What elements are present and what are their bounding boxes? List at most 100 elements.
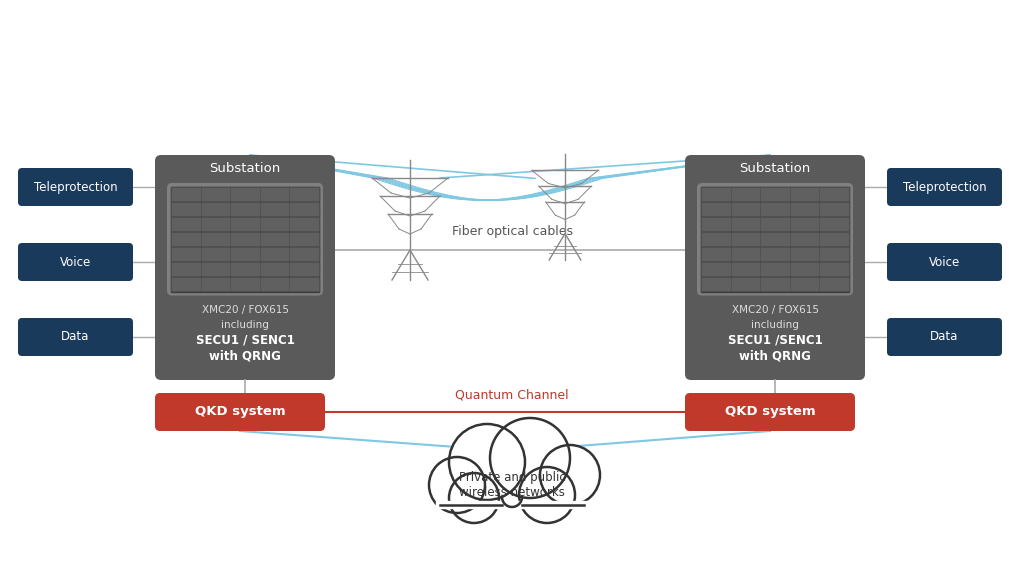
- Bar: [701, 187, 849, 201]
- Bar: [701, 217, 849, 231]
- Bar: [202, 203, 229, 215]
- Bar: [731, 218, 759, 230]
- FancyBboxPatch shape: [697, 183, 853, 296]
- Bar: [261, 218, 289, 230]
- Bar: [231, 277, 259, 289]
- Bar: [171, 187, 319, 201]
- Bar: [702, 233, 729, 245]
- Bar: [702, 248, 729, 260]
- Bar: [291, 248, 318, 260]
- Bar: [171, 217, 319, 231]
- Bar: [202, 248, 229, 260]
- Text: Teleprotection: Teleprotection: [34, 180, 118, 194]
- Bar: [291, 262, 318, 274]
- Text: Teleprotection: Teleprotection: [903, 180, 986, 194]
- Bar: [231, 218, 259, 230]
- Bar: [261, 262, 289, 274]
- Bar: [731, 203, 759, 215]
- Bar: [231, 203, 259, 215]
- Bar: [702, 203, 729, 215]
- FancyBboxPatch shape: [18, 243, 133, 281]
- Bar: [761, 233, 788, 245]
- Bar: [701, 247, 849, 261]
- Text: SECU1 / SENC1: SECU1 / SENC1: [196, 333, 295, 347]
- Bar: [731, 248, 759, 260]
- Bar: [171, 277, 319, 291]
- Bar: [701, 232, 849, 246]
- Text: XMC20 / FOX615: XMC20 / FOX615: [202, 305, 289, 316]
- Text: Substation: Substation: [209, 163, 281, 175]
- Bar: [172, 203, 200, 215]
- Bar: [171, 262, 319, 276]
- Bar: [171, 187, 319, 292]
- Bar: [202, 262, 229, 274]
- Bar: [791, 233, 818, 245]
- Bar: [791, 262, 818, 274]
- Bar: [731, 277, 759, 289]
- Bar: [172, 188, 200, 200]
- FancyBboxPatch shape: [685, 155, 865, 380]
- Bar: [171, 247, 319, 261]
- Bar: [702, 218, 729, 230]
- Bar: [702, 262, 729, 274]
- FancyBboxPatch shape: [18, 318, 133, 356]
- FancyBboxPatch shape: [887, 243, 1002, 281]
- Bar: [702, 277, 729, 289]
- Bar: [701, 202, 849, 216]
- Bar: [261, 203, 289, 215]
- Text: including: including: [751, 320, 799, 329]
- Bar: [701, 262, 849, 276]
- Bar: [701, 187, 849, 292]
- Bar: [820, 248, 848, 260]
- Bar: [791, 203, 818, 215]
- Bar: [172, 233, 200, 245]
- Bar: [261, 233, 289, 245]
- Bar: [761, 248, 788, 260]
- FancyBboxPatch shape: [155, 393, 325, 431]
- FancyBboxPatch shape: [887, 168, 1002, 206]
- Text: Data: Data: [61, 331, 90, 343]
- Bar: [791, 188, 818, 200]
- Text: QKD system: QKD system: [725, 406, 815, 418]
- Bar: [820, 277, 848, 289]
- Text: XMC20 / FOX615: XMC20 / FOX615: [731, 305, 818, 316]
- Bar: [291, 218, 318, 230]
- Bar: [261, 248, 289, 260]
- Bar: [261, 188, 289, 200]
- Text: Voice: Voice: [929, 256, 961, 269]
- FancyBboxPatch shape: [155, 155, 335, 380]
- Bar: [202, 233, 229, 245]
- FancyBboxPatch shape: [685, 393, 855, 431]
- Bar: [172, 218, 200, 230]
- Bar: [261, 277, 289, 289]
- Text: Substation: Substation: [739, 163, 811, 175]
- Bar: [202, 188, 229, 200]
- Text: including: including: [221, 320, 269, 329]
- Bar: [171, 202, 319, 216]
- Bar: [291, 188, 318, 200]
- Bar: [820, 233, 848, 245]
- Bar: [820, 218, 848, 230]
- Bar: [820, 203, 848, 215]
- Bar: [291, 203, 318, 215]
- Bar: [172, 277, 200, 289]
- FancyBboxPatch shape: [18, 168, 133, 206]
- Text: Quantum Channel: Quantum Channel: [456, 389, 568, 402]
- Circle shape: [490, 418, 570, 498]
- Bar: [291, 233, 318, 245]
- Text: QKD system: QKD system: [195, 406, 286, 418]
- Circle shape: [449, 473, 499, 523]
- Bar: [231, 262, 259, 274]
- Bar: [702, 188, 729, 200]
- Text: SECU1 /SENC1: SECU1 /SENC1: [728, 333, 822, 347]
- Bar: [791, 277, 818, 289]
- Text: Private and public
wireless networks: Private and public wireless networks: [459, 471, 565, 499]
- Circle shape: [429, 457, 485, 513]
- Bar: [791, 248, 818, 260]
- Bar: [731, 262, 759, 274]
- Bar: [291, 277, 318, 289]
- Bar: [761, 188, 788, 200]
- Bar: [172, 262, 200, 274]
- Bar: [761, 277, 788, 289]
- Bar: [231, 233, 259, 245]
